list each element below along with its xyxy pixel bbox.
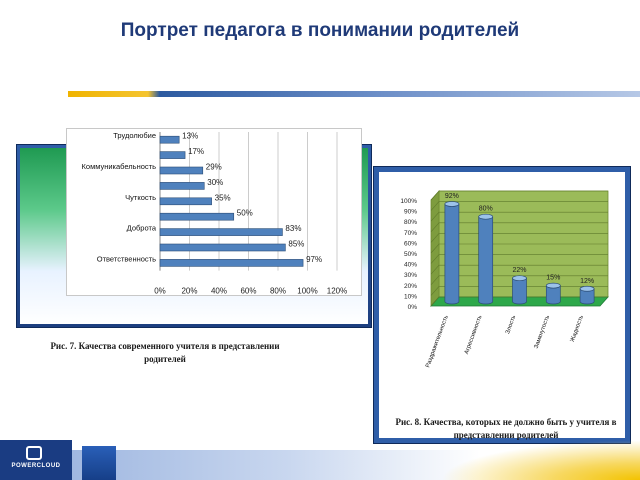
title-divider xyxy=(68,91,640,97)
chart2-y-tick-label: 10% xyxy=(404,293,417,300)
chart2-gridline xyxy=(430,243,608,254)
chart2-bar-top xyxy=(478,213,494,220)
chart1-data-label: 13% xyxy=(182,132,198,141)
chart1-data-label: 29% xyxy=(206,163,222,172)
chart2-y-tick-label: 60% xyxy=(404,240,417,247)
chart2-bar-top xyxy=(512,275,527,282)
chart1-x-tick-label: 80% xyxy=(270,287,286,296)
chart2-category-label: Злость xyxy=(505,315,517,335)
chart2-y-tick-label: 100% xyxy=(400,198,417,205)
slide-title: Портрет педагога в понимании родителей xyxy=(120,20,520,41)
chart2-bar xyxy=(512,275,527,305)
chart1-data-label: 85% xyxy=(288,240,304,249)
chart2-bar xyxy=(444,201,460,305)
chart1-bar xyxy=(159,197,212,206)
chart1-bar xyxy=(159,166,204,175)
chart1-category-label: Ответственность xyxy=(97,254,156,263)
chart1-category-label: Доброта xyxy=(127,224,157,233)
chart2-y-tick-label: 70% xyxy=(404,230,417,237)
footer-square xyxy=(82,446,116,480)
chart2-gridline xyxy=(430,222,608,232)
corner-decoration xyxy=(440,440,640,480)
chart1-bar xyxy=(159,212,235,221)
logo-icon xyxy=(26,446,42,460)
chart1-x-tick-label: 20% xyxy=(181,287,197,296)
chart2-bar-body xyxy=(579,288,595,305)
chart2-data-label: 80% xyxy=(479,206,493,213)
chart1-x-tick-label: 100% xyxy=(297,287,317,296)
chart2-bar-body xyxy=(545,285,561,305)
chart1-data-label: 50% xyxy=(237,209,253,218)
chart2-y-tick-label: 80% xyxy=(404,219,417,226)
chart2-category-label: Раздражительность xyxy=(425,315,450,369)
chart2-gridline xyxy=(430,254,608,264)
chart1-category-label: Чуткость xyxy=(125,193,156,202)
chart2-gridline xyxy=(430,264,608,275)
chart1-bar xyxy=(159,243,286,252)
chart1-caption: Рис. 7. Качества современного учителя в … xyxy=(50,341,280,364)
chart1-data-label: 30% xyxy=(207,178,223,187)
chart2-data-label: 22% xyxy=(512,267,526,274)
chart1-bar xyxy=(159,259,304,267)
chart1-plot-background xyxy=(66,128,362,296)
chart1-bar xyxy=(159,228,283,236)
chart1-category-label: Коммуникабельность xyxy=(82,162,157,171)
chart2-y-tick-label: 30% xyxy=(404,272,417,279)
chart1-bar xyxy=(159,135,180,144)
chart2-bar xyxy=(579,285,595,305)
chart2-bar-body xyxy=(512,277,527,305)
chart1-data-label: 17% xyxy=(188,147,204,156)
chart1-x-tick-label: 40% xyxy=(211,287,227,296)
chart2-gridline xyxy=(430,190,608,201)
chart1-x-tick-label: 0% xyxy=(154,287,166,296)
chart2-gridline xyxy=(430,201,608,211)
chart2-category-label: Агрессивность xyxy=(464,315,484,356)
chart2-bar xyxy=(478,213,494,305)
chart2-bar-top xyxy=(579,285,595,292)
chart1-category-label: Трудолюбие xyxy=(113,131,156,140)
chart2-gridline xyxy=(430,233,608,243)
chart2-y-tick-label: 40% xyxy=(404,262,417,269)
chart2-category-label: Замкнутость xyxy=(534,315,552,350)
chart2-y-tick-label: 20% xyxy=(404,283,417,290)
chart1-bar xyxy=(159,182,205,190)
chart2-data-label: 92% xyxy=(445,193,459,200)
chart2-caption: Рис. 8. Качества, которых не должно быть… xyxy=(395,417,617,440)
chart1-data-label: 35% xyxy=(215,193,231,202)
chart2-bar-top xyxy=(545,282,561,289)
chart2-bar-top xyxy=(444,201,460,207)
footer-logo-text: POWERCLOUD xyxy=(11,463,61,469)
chart1-data-label: 83% xyxy=(285,224,301,233)
chart2-y-tick-label: 0% xyxy=(408,304,418,311)
chart2-bar-body xyxy=(478,216,494,305)
chart1-bar xyxy=(159,151,186,159)
chart2-gridline xyxy=(430,275,608,285)
chart2-bar xyxy=(545,282,561,305)
chart2-y-tick-label: 90% xyxy=(404,209,417,216)
chart2-bar-body xyxy=(444,203,460,305)
chart2-data-label: 12% xyxy=(580,278,594,285)
chart2-category-label: Жадность xyxy=(570,315,585,343)
chart2-gridline xyxy=(430,211,608,222)
chart2-y-tick-label: 50% xyxy=(404,251,417,258)
chart1-data-label: 97% xyxy=(306,255,322,264)
chart2-data-label: 15% xyxy=(546,275,560,282)
chart1-x-tick-label: 120% xyxy=(327,287,347,296)
chart1-x-tick-label: 60% xyxy=(240,287,256,296)
